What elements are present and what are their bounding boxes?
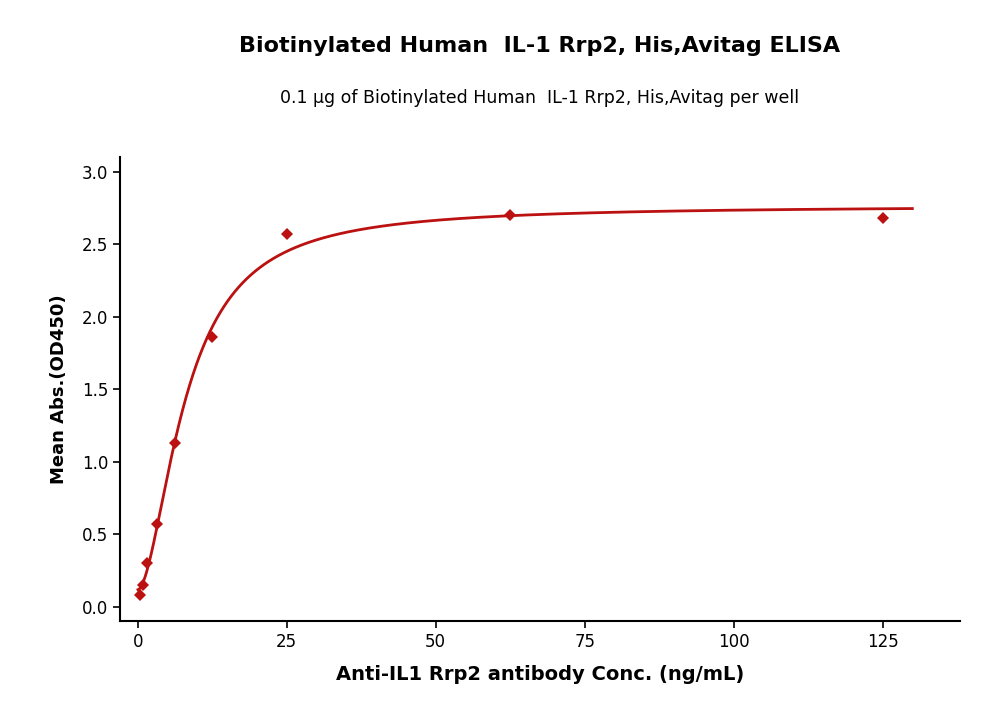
Text: Biotinylated Human  IL-1 Rrp2, His,Avitag ELISA: Biotinylated Human IL-1 Rrp2, His,Avitag… (239, 36, 841, 56)
X-axis label: Anti-IL1 Rrp2 antibody Conc. (ng/mL): Anti-IL1 Rrp2 antibody Conc. (ng/mL) (336, 665, 744, 684)
Y-axis label: Mean Abs.(OD450): Mean Abs.(OD450) (50, 294, 68, 484)
Text: 0.1 μg of Biotinylated Human  IL-1 Rrp2, His,Avitag per well: 0.1 μg of Biotinylated Human IL-1 Rrp2, … (280, 89, 800, 107)
